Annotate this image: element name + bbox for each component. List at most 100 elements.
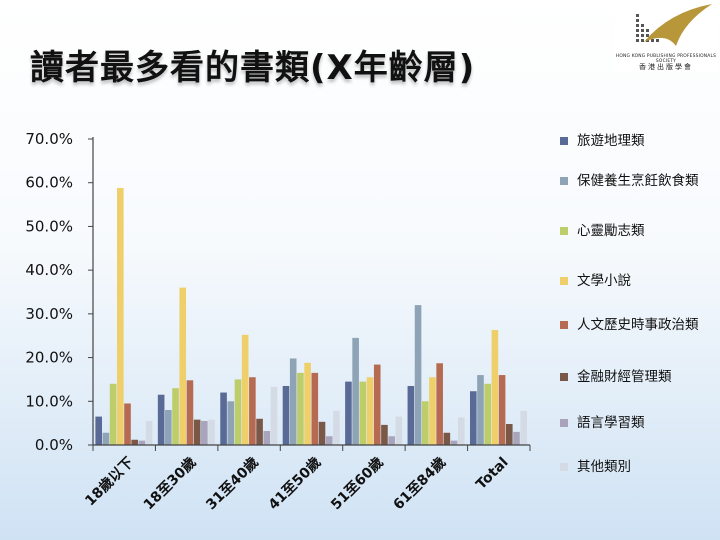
legend-swatch bbox=[560, 419, 568, 427]
bar-2-5 bbox=[352, 337, 359, 445]
logo-english-name: HONG KONG PUBLISHING PROFESSIONALS SOCIE… bbox=[615, 54, 717, 64]
logo-chinese-name: 香港出版學會 bbox=[639, 63, 693, 71]
bar-3-4 bbox=[297, 372, 304, 445]
bar-2-4 bbox=[289, 358, 297, 445]
bar-3-1 bbox=[109, 383, 117, 445]
x-category-label: 31至40歲 bbox=[203, 454, 262, 513]
legend-swatch bbox=[560, 227, 568, 235]
bar-6-4 bbox=[318, 421, 326, 445]
legend-item: 金融財經管理類 bbox=[560, 364, 710, 390]
bar-4-6 bbox=[429, 377, 436, 445]
bar-1-2 bbox=[157, 394, 165, 445]
y-tick-label: 20.0% bbox=[25, 349, 73, 367]
bar-8-5 bbox=[395, 416, 403, 445]
bar-7-1 bbox=[138, 440, 146, 445]
bar-5-5 bbox=[373, 364, 381, 445]
legend-label: 人文歷史時事政治類 bbox=[577, 317, 699, 333]
legend-item: 文學小說 bbox=[560, 268, 710, 294]
bar-6-2 bbox=[193, 419, 201, 445]
legend-item: 旅遊地理類 bbox=[560, 128, 710, 154]
bar-2-2 bbox=[165, 410, 172, 445]
bar-5-3 bbox=[249, 377, 256, 445]
legend-label: 心靈勵志類 bbox=[577, 223, 645, 239]
bar-6-6 bbox=[443, 432, 451, 445]
y-tick-label: 10.0% bbox=[25, 392, 73, 410]
bar-3-7 bbox=[484, 383, 491, 445]
legend-item: 心靈勵志類 bbox=[560, 218, 710, 244]
slide-title: 讀者最多看的書類(X年齡層) bbox=[30, 48, 476, 88]
bar-4-5 bbox=[366, 377, 374, 445]
y-tick-label: 30.0% bbox=[25, 305, 73, 323]
bar-5-2 bbox=[186, 380, 194, 445]
bar-7-2 bbox=[201, 420, 208, 445]
bar-3-5 bbox=[359, 381, 367, 445]
bar-8-6 bbox=[457, 417, 465, 445]
bar-4-7 bbox=[491, 330, 499, 445]
bar-5-1 bbox=[124, 403, 131, 445]
x-category-label: 61至84歲 bbox=[390, 454, 449, 513]
bar-8-2 bbox=[208, 419, 215, 445]
x-category-label: Total bbox=[473, 455, 511, 493]
legend-label: 文學小說 bbox=[577, 273, 631, 289]
bar-1-7 bbox=[469, 391, 477, 445]
bar-4-2 bbox=[179, 287, 187, 445]
bar-6-7 bbox=[505, 424, 513, 445]
bar-1-3 bbox=[220, 392, 227, 445]
bar-4-4 bbox=[304, 362, 311, 445]
x-category-label: 51至60歲 bbox=[327, 454, 386, 513]
legend-label: 旅遊地理類 bbox=[577, 133, 645, 149]
y-ticks-group: 0.0% 10.0% 20.0% 30.0% 40.0% 50.0% 60.0% 70.0% bbox=[25, 130, 93, 454]
bar-5-4 bbox=[311, 372, 319, 445]
bar-7-6 bbox=[450, 440, 458, 445]
bar-7-5 bbox=[388, 436, 395, 445]
legend-label: 語言學習類 bbox=[577, 415, 645, 431]
bar-6-5 bbox=[381, 424, 388, 445]
bar-5-6 bbox=[436, 363, 443, 445]
bar-7-7 bbox=[513, 431, 520, 445]
bar-6-3 bbox=[256, 418, 263, 445]
bar-2-1 bbox=[102, 432, 110, 445]
y-tick-label: 40.0% bbox=[25, 261, 73, 279]
bar-8-7 bbox=[520, 410, 527, 445]
logo-emblem-icon bbox=[636, 4, 712, 46]
legend-swatch bbox=[560, 463, 568, 471]
x-labels-group: 18歲以下 18至30歲 31至40歲 41至50歲 51至60歲 61至84歲 Total bbox=[82, 454, 512, 513]
legend-item: 其他類別 bbox=[560, 454, 710, 480]
bar-1-4 bbox=[282, 385, 290, 445]
bar-2-7 bbox=[477, 375, 484, 445]
bar-4-3 bbox=[241, 334, 249, 445]
legend-label: 保健養生烹飪飲食類 bbox=[577, 173, 699, 189]
bar-1-1 bbox=[95, 416, 103, 445]
bar-8-4 bbox=[333, 410, 340, 445]
legend-swatch bbox=[560, 321, 568, 329]
y-tick-label: 50.0% bbox=[25, 217, 73, 235]
legend-swatch bbox=[560, 137, 568, 145]
legend-swatch bbox=[560, 177, 568, 185]
bar-4-1 bbox=[117, 187, 124, 445]
bar-8-3 bbox=[270, 386, 278, 445]
x-category-label: 18歲以下 bbox=[82, 454, 137, 509]
x-category-label: 41至50歲 bbox=[265, 454, 324, 513]
bar-5-7 bbox=[498, 375, 506, 445]
bar-7-3 bbox=[263, 431, 271, 445]
bars-group bbox=[95, 187, 527, 445]
bar-3-6 bbox=[421, 401, 429, 445]
y-tick-label: 70.0% bbox=[25, 130, 73, 148]
axes-group bbox=[92, 137, 531, 451]
legend-label: 金融財經管理類 bbox=[577, 369, 672, 385]
bar-7-4 bbox=[325, 436, 333, 445]
bar-1-5 bbox=[345, 381, 352, 445]
bar-8-1 bbox=[145, 420, 153, 445]
legend-item: 語言學習類 bbox=[560, 410, 710, 436]
bar-3-2 bbox=[172, 388, 179, 445]
y-tick-label: 60.0% bbox=[25, 174, 73, 192]
bar-2-3 bbox=[227, 401, 235, 445]
x-category-label: 18至30歲 bbox=[140, 454, 199, 513]
bar-1-6 bbox=[407, 385, 415, 445]
legend-item: 人文歷史時事政治類 bbox=[560, 312, 710, 338]
bar-2-6 bbox=[414, 305, 422, 445]
legend-item: 保健養生烹飪飲食類 bbox=[560, 168, 710, 194]
legend-swatch bbox=[560, 277, 568, 285]
legend-swatch bbox=[560, 373, 568, 381]
